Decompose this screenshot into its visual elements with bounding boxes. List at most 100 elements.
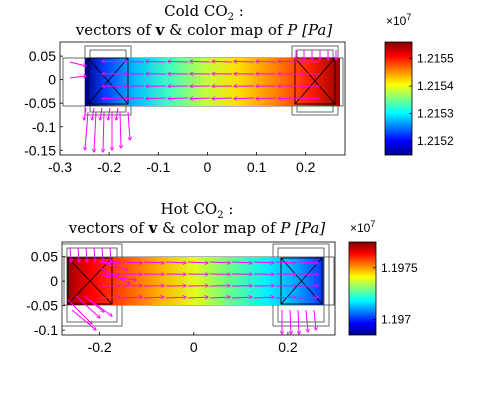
velocity-arrow: [69, 76, 86, 79]
x-tick-label: 0.1: [247, 159, 267, 175]
velocity-arrow: [297, 262, 318, 263]
colorbar-tick-label: 1.2154: [417, 79, 454, 93]
cold-axis-ticks: -0.3 -0.2 -0.1 0 0.1 0.2 0.05 0 -0.05 -0.1 -0.15: [24, 48, 316, 175]
velocity-arrow: [209, 297, 230, 298]
cold-axes-frame: [59, 41, 346, 156]
velocity-arrow: [290, 309, 291, 334]
velocity-arrow: [70, 247, 71, 262]
velocity-arrow: [278, 98, 299, 99]
velocity-arrow: [168, 61, 189, 62]
velocity-arrow: [187, 297, 208, 298]
velocity-arrow: [121, 297, 142, 298]
velocity-arrow: [190, 98, 211, 99]
velocity-arrow: [143, 262, 164, 263]
velocity-arrow: [305, 309, 308, 332]
cold-panel: Cold CO2 : vectors of v & color map of P…: [24, 2, 454, 175]
x-tick-label: 0: [190, 339, 198, 355]
velocity-arrow: [94, 247, 95, 262]
cold-velocity-vectors: [69, 50, 336, 152]
velocity-arrow: [108, 107, 110, 120]
velocity-arrow: [298, 309, 299, 334]
velocity-arrow: [83, 295, 104, 312]
velocity-arrow: [84, 107, 86, 120]
velocity-arrow: [102, 61, 123, 62]
hot-title-line2: vectors of v & color map of P [Pa]: [68, 219, 326, 237]
velocity-arrow: [116, 107, 118, 120]
x-tick-label: -0.1: [146, 159, 170, 175]
y-tick-label: -0.15: [24, 142, 56, 158]
velocity-arrow: [209, 262, 230, 263]
velocity-arrow: [256, 98, 277, 99]
velocity-arrow: [212, 98, 233, 99]
velocity-arrow: [234, 98, 255, 99]
velocity-arrow: [124, 61, 145, 62]
velocity-arrow: [234, 61, 255, 62]
velocity-arrow: [300, 61, 321, 62]
y-tick-label: -0.05: [24, 95, 56, 111]
velocity-arrow: [99, 267, 130, 284]
velocity-arrow: [103, 275, 136, 280]
velocity-arrow: [100, 107, 102, 120]
velocity-arrow: [278, 61, 299, 62]
velocity-arrow: [110, 247, 111, 262]
y-tick-label: 0: [50, 273, 58, 289]
velocity-arrow: [275, 262, 296, 263]
velocity-arrow: [275, 297, 296, 298]
velocity-arrow: [103, 111, 104, 152]
hot-colorbar-ticks: 1.1975 1.197: [373, 261, 418, 327]
velocity-arrow: [190, 61, 211, 62]
velocity-arrow: [146, 98, 167, 99]
velocity-arrow: [85, 111, 89, 150]
velocity-arrow: [253, 262, 274, 263]
colorbar-tick-label: 1.1975: [381, 261, 418, 275]
velocity-arrow: [143, 297, 164, 298]
velocity-arrow: [67, 299, 92, 324]
x-tick-label: -0.2: [97, 159, 121, 175]
colorbar-tick-label: 1.2152: [417, 134, 454, 148]
velocity-arrow: [92, 107, 94, 120]
y-tick-label: -0.1: [34, 322, 58, 338]
cold-title-line2: vectors of v & color map of P [Pa]: [75, 21, 333, 39]
hot-title-line1: Hot CO2 :: [161, 200, 234, 221]
velocity-arrow: [102, 247, 103, 262]
cold-title-line1: Cold CO2 :: [164, 2, 244, 23]
cold-colorbar: [384, 41, 413, 156]
cold-port-crosses: [87, 57, 336, 105]
velocity-arrow: [94, 111, 97, 152]
colorbar-tick-label: 1.197: [381, 313, 411, 327]
velocity-arrow: [78, 247, 79, 262]
velocity-arrow: [313, 309, 316, 330]
x-tick-label: -0.2: [88, 339, 112, 355]
velocity-arrow: [300, 98, 321, 99]
y-tick-label: 0: [48, 72, 56, 88]
colorbar-tick-label: 1.2155: [417, 52, 454, 66]
velocity-arrow: [165, 297, 186, 298]
velocity-arrow: [127, 111, 130, 140]
velocity-arrow: [89, 299, 112, 316]
x-tick-label: -0.3: [48, 159, 72, 175]
velocity-arrow: [231, 297, 252, 298]
cold-colorbar-exponent: ×107: [386, 12, 411, 28]
hot-colorbar-exponent: ×107: [350, 219, 375, 235]
velocity-arrow: [231, 262, 252, 263]
velocity-arrow: [121, 262, 142, 263]
cold-colorbar-ticks: 1.2155 1.2154 1.2153 1.2152: [409, 52, 454, 148]
x-tick-label: 0.2: [296, 159, 316, 175]
hot-axis-ticks: -0.2 0 0.2 0.05 0 -0.05 -0.1: [26, 249, 298, 355]
velocity-arrow: [124, 98, 145, 99]
velocity-arrow: [165, 262, 186, 263]
velocity-arrow: [120, 111, 121, 148]
velocity-arrow: [212, 61, 233, 62]
velocity-arrow: [86, 247, 87, 262]
colorbar-tick-label: 1.2153: [417, 107, 454, 121]
velocity-arrow: [99, 297, 120, 298]
velocity-arrow: [75, 295, 100, 318]
hot-panel: Hot CO2 : vectors of v & color map of P …: [26, 200, 418, 355]
hot-colorbar: [348, 241, 377, 336]
velocity-arrow: [253, 297, 274, 298]
velocity-arrow: [146, 61, 167, 62]
velocity-arrow: [168, 98, 189, 99]
velocity-arrow: [187, 262, 208, 263]
x-tick-label: 0: [204, 159, 212, 175]
